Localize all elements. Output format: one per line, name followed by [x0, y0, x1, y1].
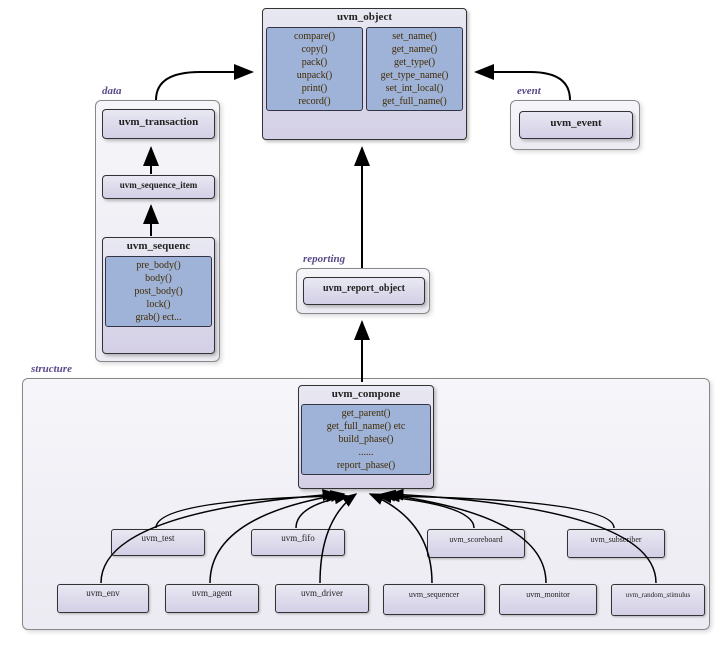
event-group: event uvm_event	[510, 100, 640, 150]
uvm-agent-box: uvm_agent	[165, 584, 259, 613]
uvm-sequence-item-box: uvm_sequence_item	[102, 175, 215, 199]
uvm-report-object-title: uvm_report_object	[304, 278, 424, 296]
uvm-scoreboard-box: uvm_scoreboard	[427, 529, 525, 558]
uvm-env-box: uvm_env	[57, 584, 149, 613]
uvm-object-title: uvm_object	[263, 9, 466, 25]
uvm-random-stimulus-box: uvm_random_stimulus	[611, 584, 705, 616]
uvm-component-methods: get_parent() get_full_name() etc build_p…	[301, 404, 431, 475]
uvm-monitor-box: uvm_monitor	[499, 584, 597, 615]
uvm-component-title: uvm_compone	[299, 386, 433, 402]
uvm-object-right-methods: set_name() get_name() get_type() get_typ…	[366, 27, 463, 111]
structure-group-label: structure	[31, 363, 72, 375]
reporting-group-label: reporting	[303, 253, 345, 265]
data-group-label: data	[102, 85, 122, 97]
uvm-report-object-box: uvm_report_object	[303, 277, 425, 305]
uvm-sequence-item-title: uvm_sequence_item	[103, 176, 214, 192]
uvm-sequence-methods: pre_body() body() post_body() lock() gra…	[105, 256, 212, 327]
structure-group: structure uvm_compone get_parent() get_f…	[22, 378, 710, 630]
reporting-group: reporting uvm_report_object	[296, 268, 430, 314]
uvm-object-box: uvm_object compare() copy() pack() unpac…	[262, 8, 467, 140]
uvm-driver-box: uvm_driver	[275, 584, 369, 613]
uvm-event-title: uvm_event	[520, 112, 632, 131]
uvm-event-box: uvm_event	[519, 111, 633, 139]
uvm-subscriber-box: uvm_subscriber	[567, 529, 665, 558]
diagram-root: uvm_object compare() copy() pack() unpac…	[0, 0, 728, 646]
uvm-transaction-title: uvm_transaction	[103, 110, 214, 130]
uvm-object-left-methods: compare() copy() pack() unpack() print()…	[266, 27, 363, 111]
uvm-test-box: uvm_test	[111, 529, 205, 556]
uvm-fifo-box: uvm_fifo	[251, 529, 345, 556]
uvm-sequencer-box: uvm_sequencer	[383, 584, 485, 615]
uvm-component-box: uvm_compone get_parent() get_full_name()…	[298, 385, 434, 489]
uvm-transaction-box: uvm_transaction	[102, 109, 215, 139]
data-group: data uvm_transaction uvm_sequence_item u…	[95, 100, 220, 362]
uvm-sequence-box: uvm_sequenc pre_body() body() post_body(…	[102, 237, 215, 354]
uvm-sequence-title: uvm_sequenc	[103, 238, 214, 254]
event-group-label: event	[517, 85, 541, 97]
